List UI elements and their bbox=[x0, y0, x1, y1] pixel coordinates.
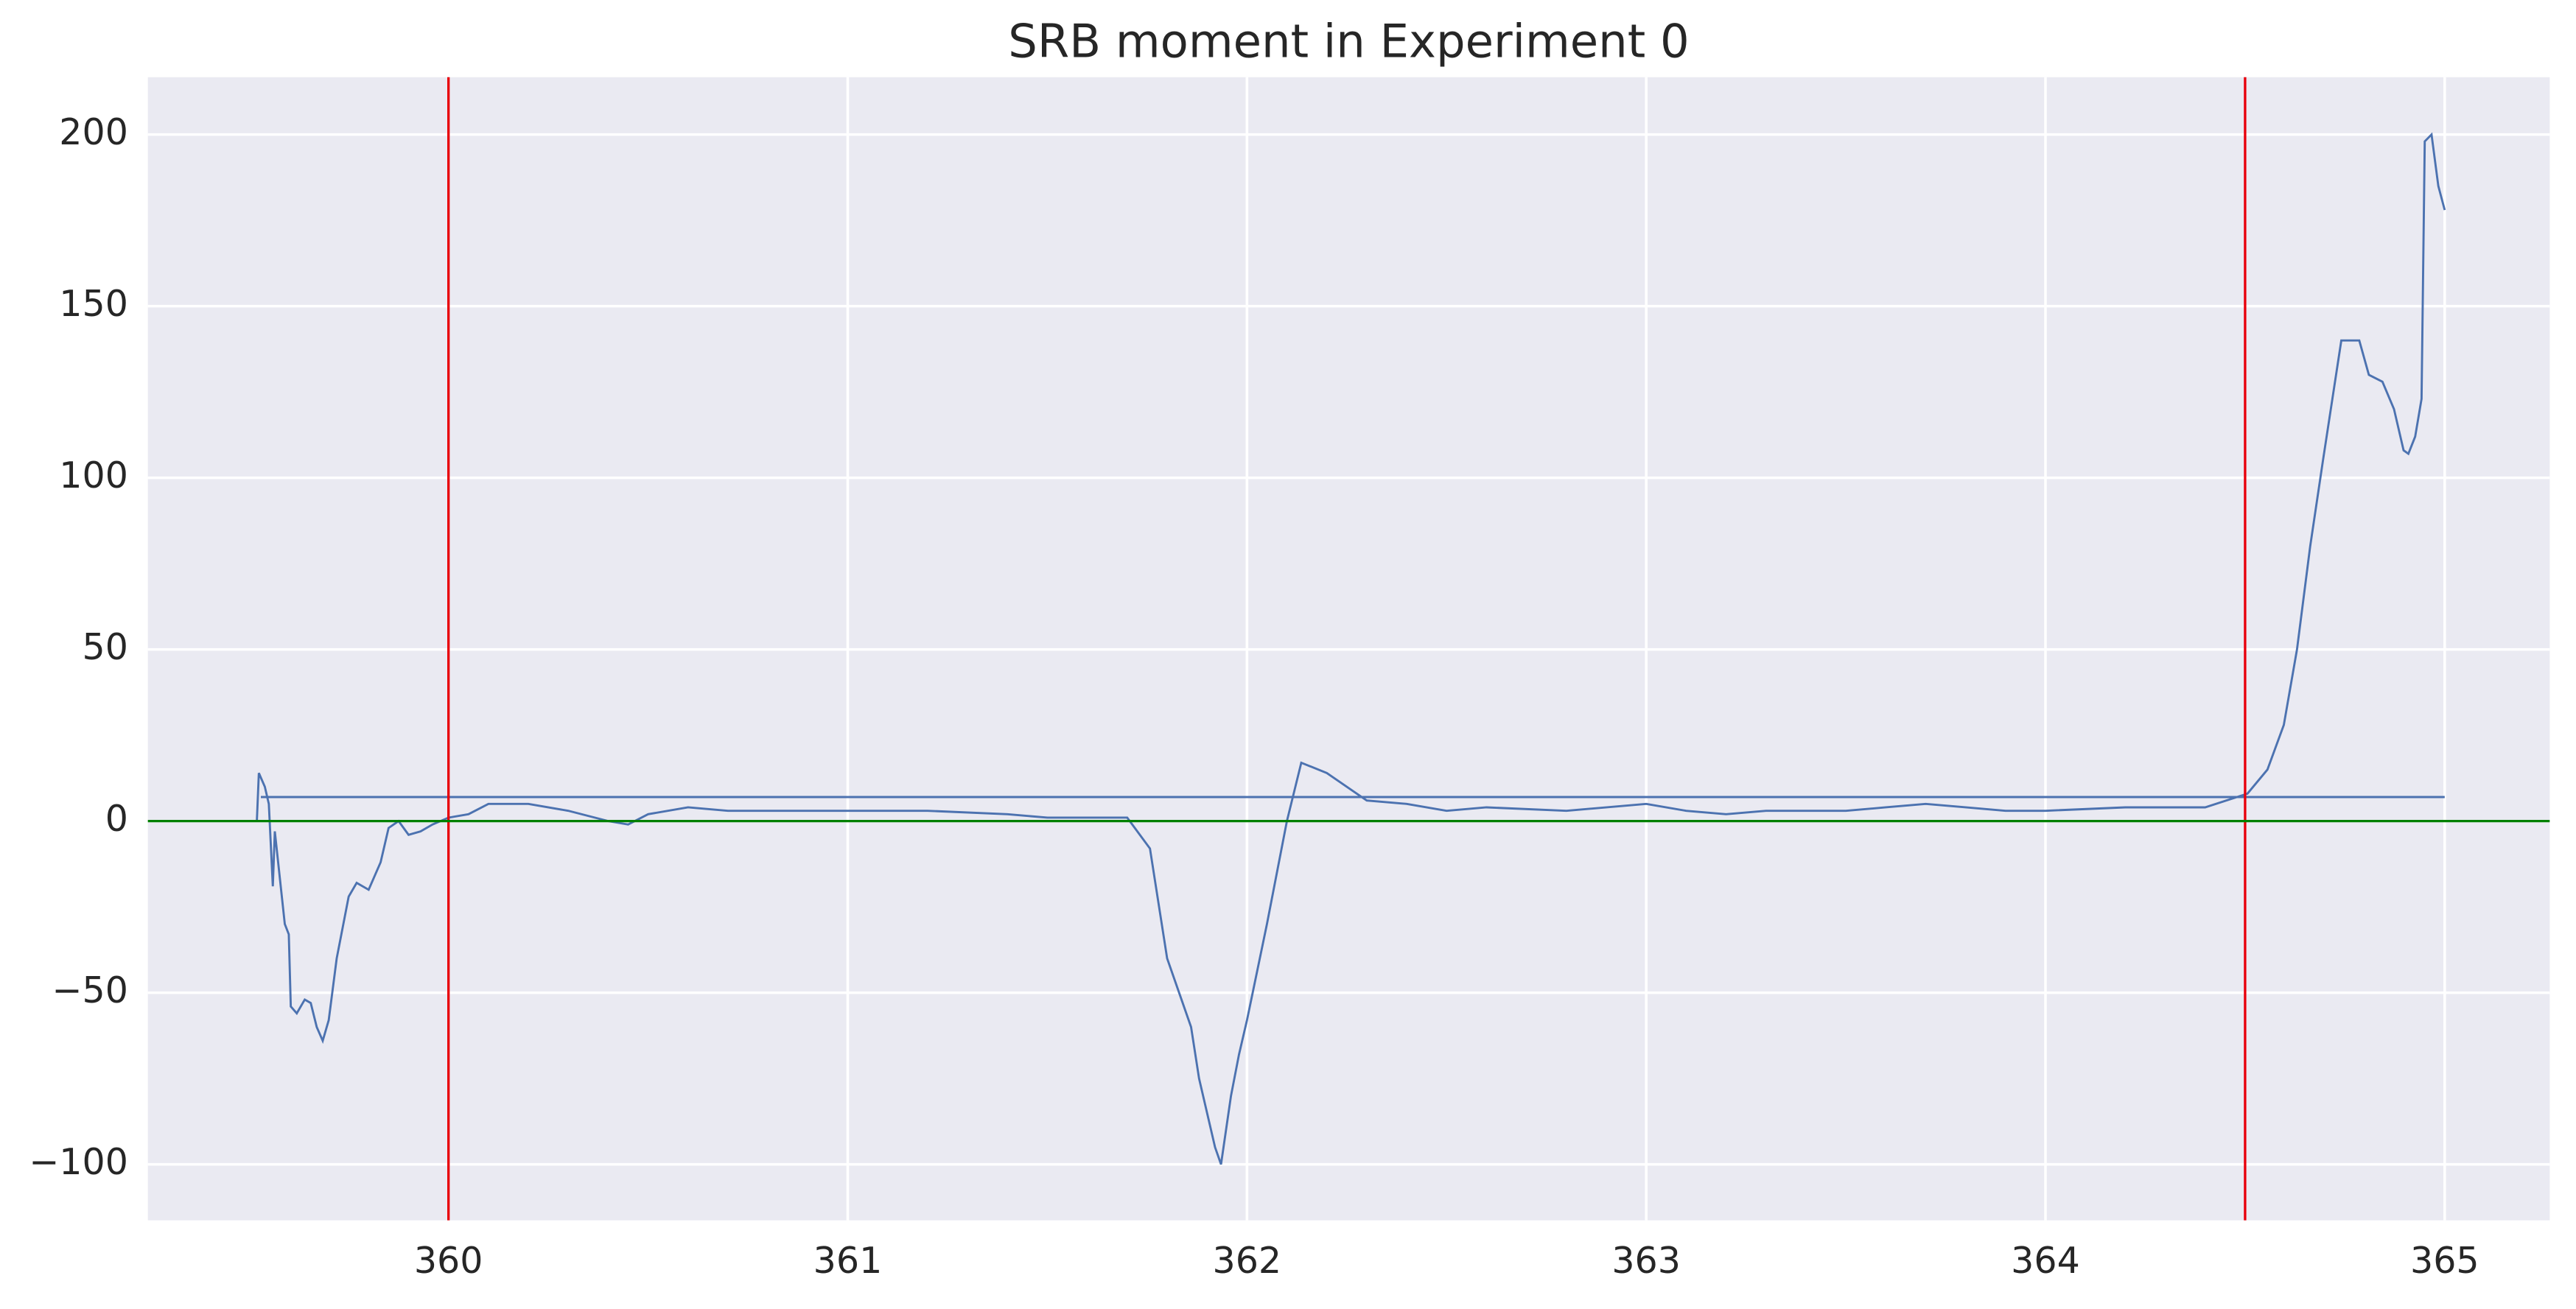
x-tick-label: 360 bbox=[414, 1239, 483, 1282]
chart-title: SRB moment in Experiment 0 bbox=[1008, 14, 1689, 68]
x-tick-label: 361 bbox=[813, 1239, 883, 1282]
data-line bbox=[256, 132, 2446, 1165]
y-tick-label: −50 bbox=[52, 969, 128, 1011]
y-tick-label: 50 bbox=[82, 625, 127, 668]
y-tick-label: 100 bbox=[59, 454, 128, 496]
y-tick-label: 200 bbox=[59, 110, 128, 153]
x-tick-label: 363 bbox=[1611, 1239, 1681, 1282]
x-tick-label: 364 bbox=[2011, 1239, 2080, 1282]
x-tick-label: 365 bbox=[2410, 1239, 2479, 1282]
y-tick-label: 0 bbox=[105, 797, 128, 840]
x-tick-label: 362 bbox=[1213, 1239, 1282, 1282]
y-tick-label: 150 bbox=[59, 282, 128, 325]
y-tick-label: −100 bbox=[29, 1140, 128, 1183]
